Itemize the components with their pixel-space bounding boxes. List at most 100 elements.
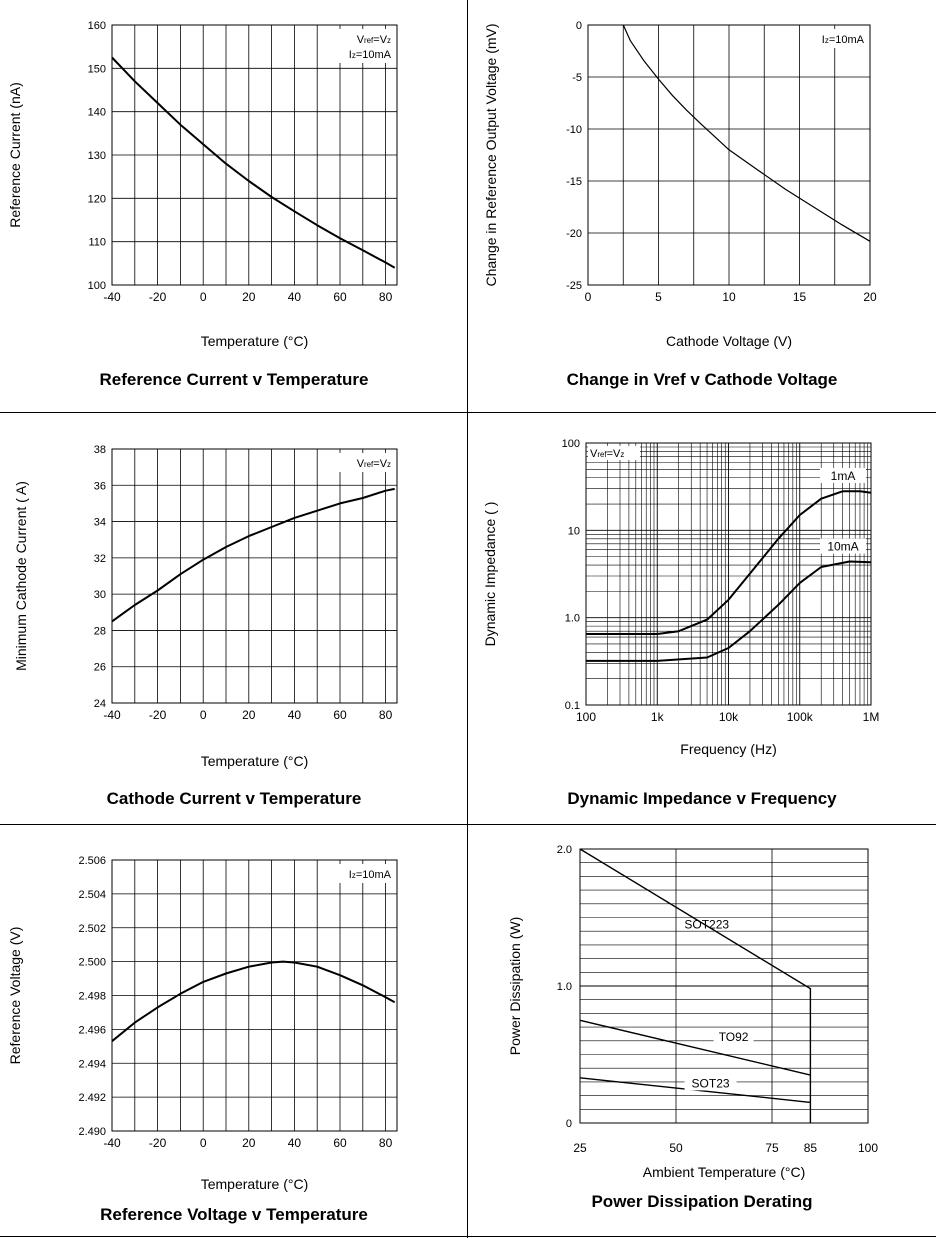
x-tick-label: 5 (655, 290, 662, 304)
chart-cathode-current: -40 -20 0 20 40 60 80 24 26 28 30 32 34 36 38 Temperatu… (13, 444, 398, 769)
chart-change-in-vref: 0 5 10 15 20 0 -5 -10 -15 -20 -25 Cathode Voltage (… (483, 20, 877, 349)
row-divider (0, 412, 936, 413)
chart-power-dissipation: 25 50 75 85 100 0 1.0 2.0 SOT223 TO92 SOT23 Ambient… (507, 844, 878, 1180)
y-tick-label: -10 (566, 124, 582, 136)
series-label-bg (820, 538, 866, 554)
column-divider (467, 0, 468, 1238)
y-tick-label: 30 (94, 589, 106, 601)
x-tick-label: 20 (242, 290, 256, 304)
y-tick-label: 2.0 (557, 844, 572, 856)
x-tick-label: 100 (576, 710, 596, 724)
plot-frame (579, 848, 869, 1124)
y-tick-label: 28 (94, 625, 106, 637)
y-axis-label: Power Dissipation (W) (507, 917, 523, 1055)
x-tick-label: 60 (333, 708, 347, 722)
y-tick-label: -5 (572, 72, 582, 84)
annotation-label: Iz=10mA (349, 49, 392, 61)
x-tick-label: 0 (585, 290, 592, 304)
y-tick-label: 10 (568, 525, 580, 537)
series-line (579, 1019, 811, 1076)
y-tick-label: 2.490 (78, 1126, 106, 1138)
y-tick-label: 34 (94, 517, 106, 529)
y-tick-label: 1.0 (557, 981, 572, 993)
x-tick-label: 1k (651, 710, 665, 724)
x-tick-label: -40 (103, 290, 121, 304)
annotation-label: Vref=Vz (357, 34, 391, 46)
y-tick-label: 2.502 (78, 923, 106, 935)
annotation-label: Iz=10mA (349, 869, 392, 881)
chart-title: Reference Voltage v Temperature (100, 1205, 368, 1224)
chart-title: Power Dissipation Derating (591, 1192, 813, 1211)
y-tick-label: 120 (88, 193, 106, 205)
y-tick-label: 36 (94, 480, 106, 492)
chart-title: Reference Current v Temperature (99, 370, 369, 389)
x-tick-label: 75 (765, 1141, 779, 1155)
y-tick-label: 2.498 (78, 991, 106, 1003)
x-tick-label: 40 (288, 1136, 302, 1150)
x-tick-label: 80 (379, 708, 393, 722)
y-tick-label: 1.0 (565, 613, 580, 625)
x-axis-label: Ambient Temperature (°C) (643, 1164, 806, 1180)
x-tick-label: 50 (669, 1141, 683, 1155)
annotation-box (588, 446, 640, 460)
x-tick-label: 25 (573, 1141, 587, 1155)
annotation-box (806, 29, 868, 48)
y-tick-label: 2.504 (78, 889, 106, 901)
series-line (622, 24, 871, 242)
x-tick-label: 15 (793, 290, 807, 304)
y-tick-label: 0 (576, 20, 582, 32)
series-label-bg (684, 1076, 737, 1091)
x-tick-label: 80 (379, 1136, 393, 1150)
x-tick-label: 0 (200, 1136, 207, 1150)
series-label: SOT223 (684, 917, 729, 931)
series-label-bg (713, 1029, 754, 1044)
series-label: TO92 (719, 1030, 749, 1044)
y-tick-label: 100 (562, 438, 580, 450)
chart-title: Change in Vref v Cathode Voltage (566, 370, 838, 389)
x-tick-label: 10 (722, 290, 736, 304)
plot-frame (111, 448, 398, 704)
x-axis-label: Temperature (°C) (201, 1176, 309, 1192)
annotation-label: Vref=Vz (357, 458, 391, 470)
x-tick-label: 60 (333, 1136, 347, 1150)
y-tick-label: 110 (88, 237, 106, 249)
series-line (586, 560, 872, 662)
x-tick-label: 100k (787, 710, 814, 724)
x-tick-label: 40 (288, 290, 302, 304)
y-tick-label: 2.496 (78, 1024, 106, 1036)
x-tick-label: 60 (333, 290, 347, 304)
x-tick-label: 10k (719, 710, 739, 724)
x-tick-label: 80 (379, 290, 393, 304)
annotation-label: Iz=10mA (822, 34, 865, 46)
series-label: 1mA (831, 469, 856, 483)
chart-reference-voltage: -40 -20 0 20 40 60 80 2.490 2.492 2.494 2.496 2.498… (7, 855, 398, 1192)
annotation-box (333, 29, 395, 63)
y-tick-label: 2.506 (78, 855, 106, 867)
x-axis-label: Temperature (°C) (201, 333, 309, 349)
series-label: SOT23 (692, 1076, 730, 1090)
x-tick-label: 0 (200, 708, 207, 722)
y-axis-label: Dynamic Impedance ( ) (482, 502, 498, 647)
y-tick-label: 100 (88, 280, 106, 292)
y-tick-label: 160 (88, 20, 106, 32)
x-tick-label: 0 (200, 290, 207, 304)
x-axis-label: Temperature (°C) (201, 753, 309, 769)
x-tick-label: -20 (149, 290, 167, 304)
plot-frame (587, 24, 871, 286)
y-axis-label: Reference Voltage (V) (7, 927, 23, 1065)
y-tick-label: -15 (566, 176, 582, 188)
y-tick-label: 150 (88, 63, 106, 75)
series-line (579, 848, 812, 1123)
x-tick-label: 40 (288, 708, 302, 722)
y-tick-label: 2.492 (78, 1092, 106, 1104)
chart-dynamic-impedance: 100 1k 10k 100k 1M 0.1 1.0 10 100 1mA 10mA Vref=Vz F… (482, 438, 880, 757)
annotation-label: Vref=Vz (590, 448, 624, 460)
x-tick-label: 1M (863, 710, 880, 724)
series-line (111, 487, 395, 623)
x-axis-label: Cathode Voltage (V) (666, 333, 792, 349)
y-axis-label: Reference Current (nA) (7, 82, 23, 228)
plot-frame (111, 24, 398, 286)
y-tick-label: 0 (566, 1118, 572, 1130)
series-line (111, 960, 396, 1042)
